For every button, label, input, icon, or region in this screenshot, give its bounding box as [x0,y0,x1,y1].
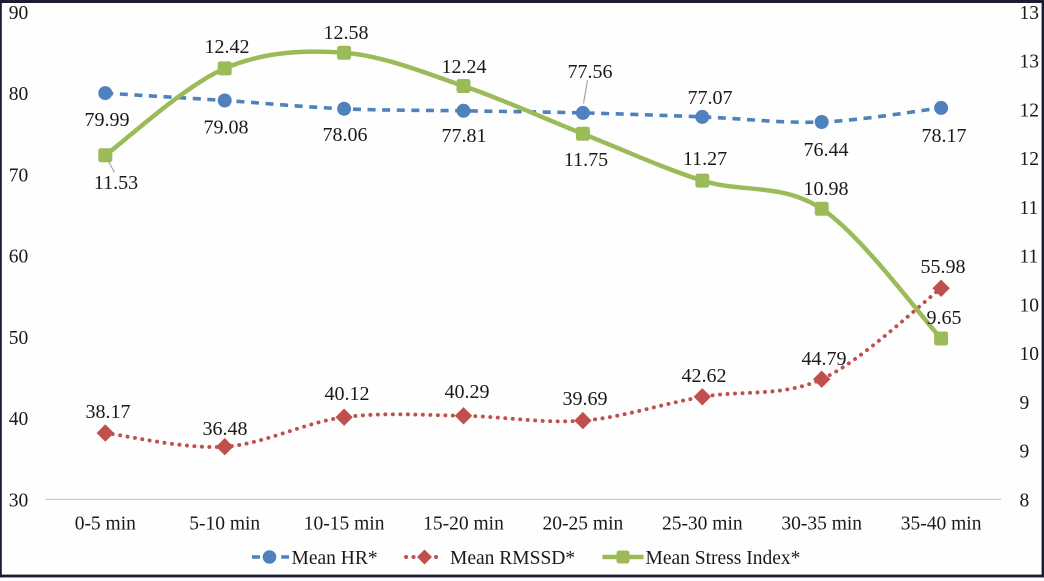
svg-text:10: 10 [1020,344,1040,365]
svg-text:8: 8 [1020,490,1030,511]
svg-text:11: 11 [1020,247,1039,268]
svg-text:15-20 min: 15-20 min [423,514,504,535]
svg-text:11.53: 11.53 [94,172,138,194]
svg-text:38.17: 38.17 [86,401,131,423]
svg-text:36.48: 36.48 [203,418,248,440]
svg-text:12.58: 12.58 [324,22,369,44]
svg-text:78.06: 78.06 [323,124,368,146]
svg-text:35-40 min: 35-40 min [901,514,982,535]
svg-text:20-25 min: 20-25 min [543,514,624,535]
svg-text:55.98: 55.98 [921,256,966,278]
svg-text:60: 60 [9,247,29,268]
svg-text:40.29: 40.29 [445,381,490,403]
svg-text:78.17: 78.17 [922,125,967,147]
svg-text:11.27: 11.27 [683,148,727,170]
svg-text:76.44: 76.44 [804,139,849,161]
svg-text:70: 70 [9,165,29,186]
svg-text:9: 9 [1020,393,1030,414]
svg-text:42.62: 42.62 [682,365,727,387]
svg-text:12.24: 12.24 [442,56,487,78]
svg-text:30: 30 [9,490,29,511]
svg-text:77.07: 77.07 [688,87,733,109]
svg-text:39.69: 39.69 [563,388,608,410]
svg-text:Mean Stress Index*: Mean Stress Index* [646,548,801,569]
svg-text:10: 10 [1020,295,1040,316]
svg-text:11.75: 11.75 [564,149,608,171]
svg-text:Mean HR*: Mean HR* [292,548,378,569]
svg-text:30-35 min: 30-35 min [781,514,862,535]
svg-text:40: 40 [9,409,29,430]
svg-text:11: 11 [1020,198,1039,219]
svg-text:10.98: 10.98 [804,178,849,200]
svg-text:90: 90 [9,3,29,24]
svg-text:40.12: 40.12 [325,383,370,405]
svg-text:12.42: 12.42 [205,36,250,58]
svg-text:50: 50 [9,328,29,349]
svg-text:13: 13 [1020,52,1040,73]
svg-text:44.79: 44.79 [802,348,847,370]
svg-text:9: 9 [1020,442,1030,463]
svg-text:80: 80 [9,84,29,105]
svg-text:12: 12 [1020,149,1040,170]
svg-text:77.56: 77.56 [568,61,613,83]
svg-text:Mean RMSSD*: Mean RMSSD* [450,548,575,569]
svg-text:79.08: 79.08 [204,117,249,139]
svg-text:25-30 min: 25-30 min [662,514,743,535]
svg-text:5-10 min: 5-10 min [189,514,260,535]
svg-text:13: 13 [1020,3,1040,24]
svg-text:77.81: 77.81 [442,125,487,147]
svg-text:79.99: 79.99 [85,109,130,131]
svg-text:0-5 min: 0-5 min [75,514,136,535]
svg-text:12: 12 [1020,100,1040,121]
svg-text:9.65: 9.65 [927,307,962,329]
svg-text:10-15 min: 10-15 min [304,514,385,535]
